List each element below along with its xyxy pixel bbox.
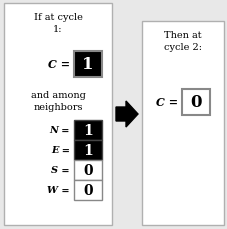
Text: S =: S = [51, 166, 70, 175]
Text: 0: 0 [83, 183, 92, 197]
Text: 0: 0 [83, 163, 92, 177]
Text: 1: 1 [82, 56, 93, 73]
Text: Then at: Then at [163, 31, 201, 40]
Text: 1: 1 [83, 123, 92, 137]
Bar [141, 22, 223, 225]
Text: W =: W = [47, 186, 70, 195]
Text: If at cycle: If at cycle [33, 14, 82, 22]
Text: cycle 2:: cycle 2: [163, 43, 201, 52]
Bar [74, 180, 101, 200]
Text: C =: C = [48, 59, 70, 70]
Text: 0: 0 [189, 94, 201, 111]
FancyArrow shape [116, 101, 137, 128]
Bar [74, 120, 101, 140]
Text: C =: C = [155, 97, 177, 108]
Text: E =: E = [51, 146, 70, 155]
Bar [4, 4, 111, 225]
Bar [181, 90, 209, 115]
Bar [74, 160, 101, 180]
Text: and among: and among [30, 91, 85, 100]
Bar [74, 140, 101, 160]
Text: 1: 1 [83, 143, 92, 157]
Text: 1:: 1: [53, 25, 62, 33]
Text: N =: N = [49, 126, 70, 135]
Bar [74, 52, 101, 78]
Text: neighbors: neighbors [33, 103, 82, 112]
